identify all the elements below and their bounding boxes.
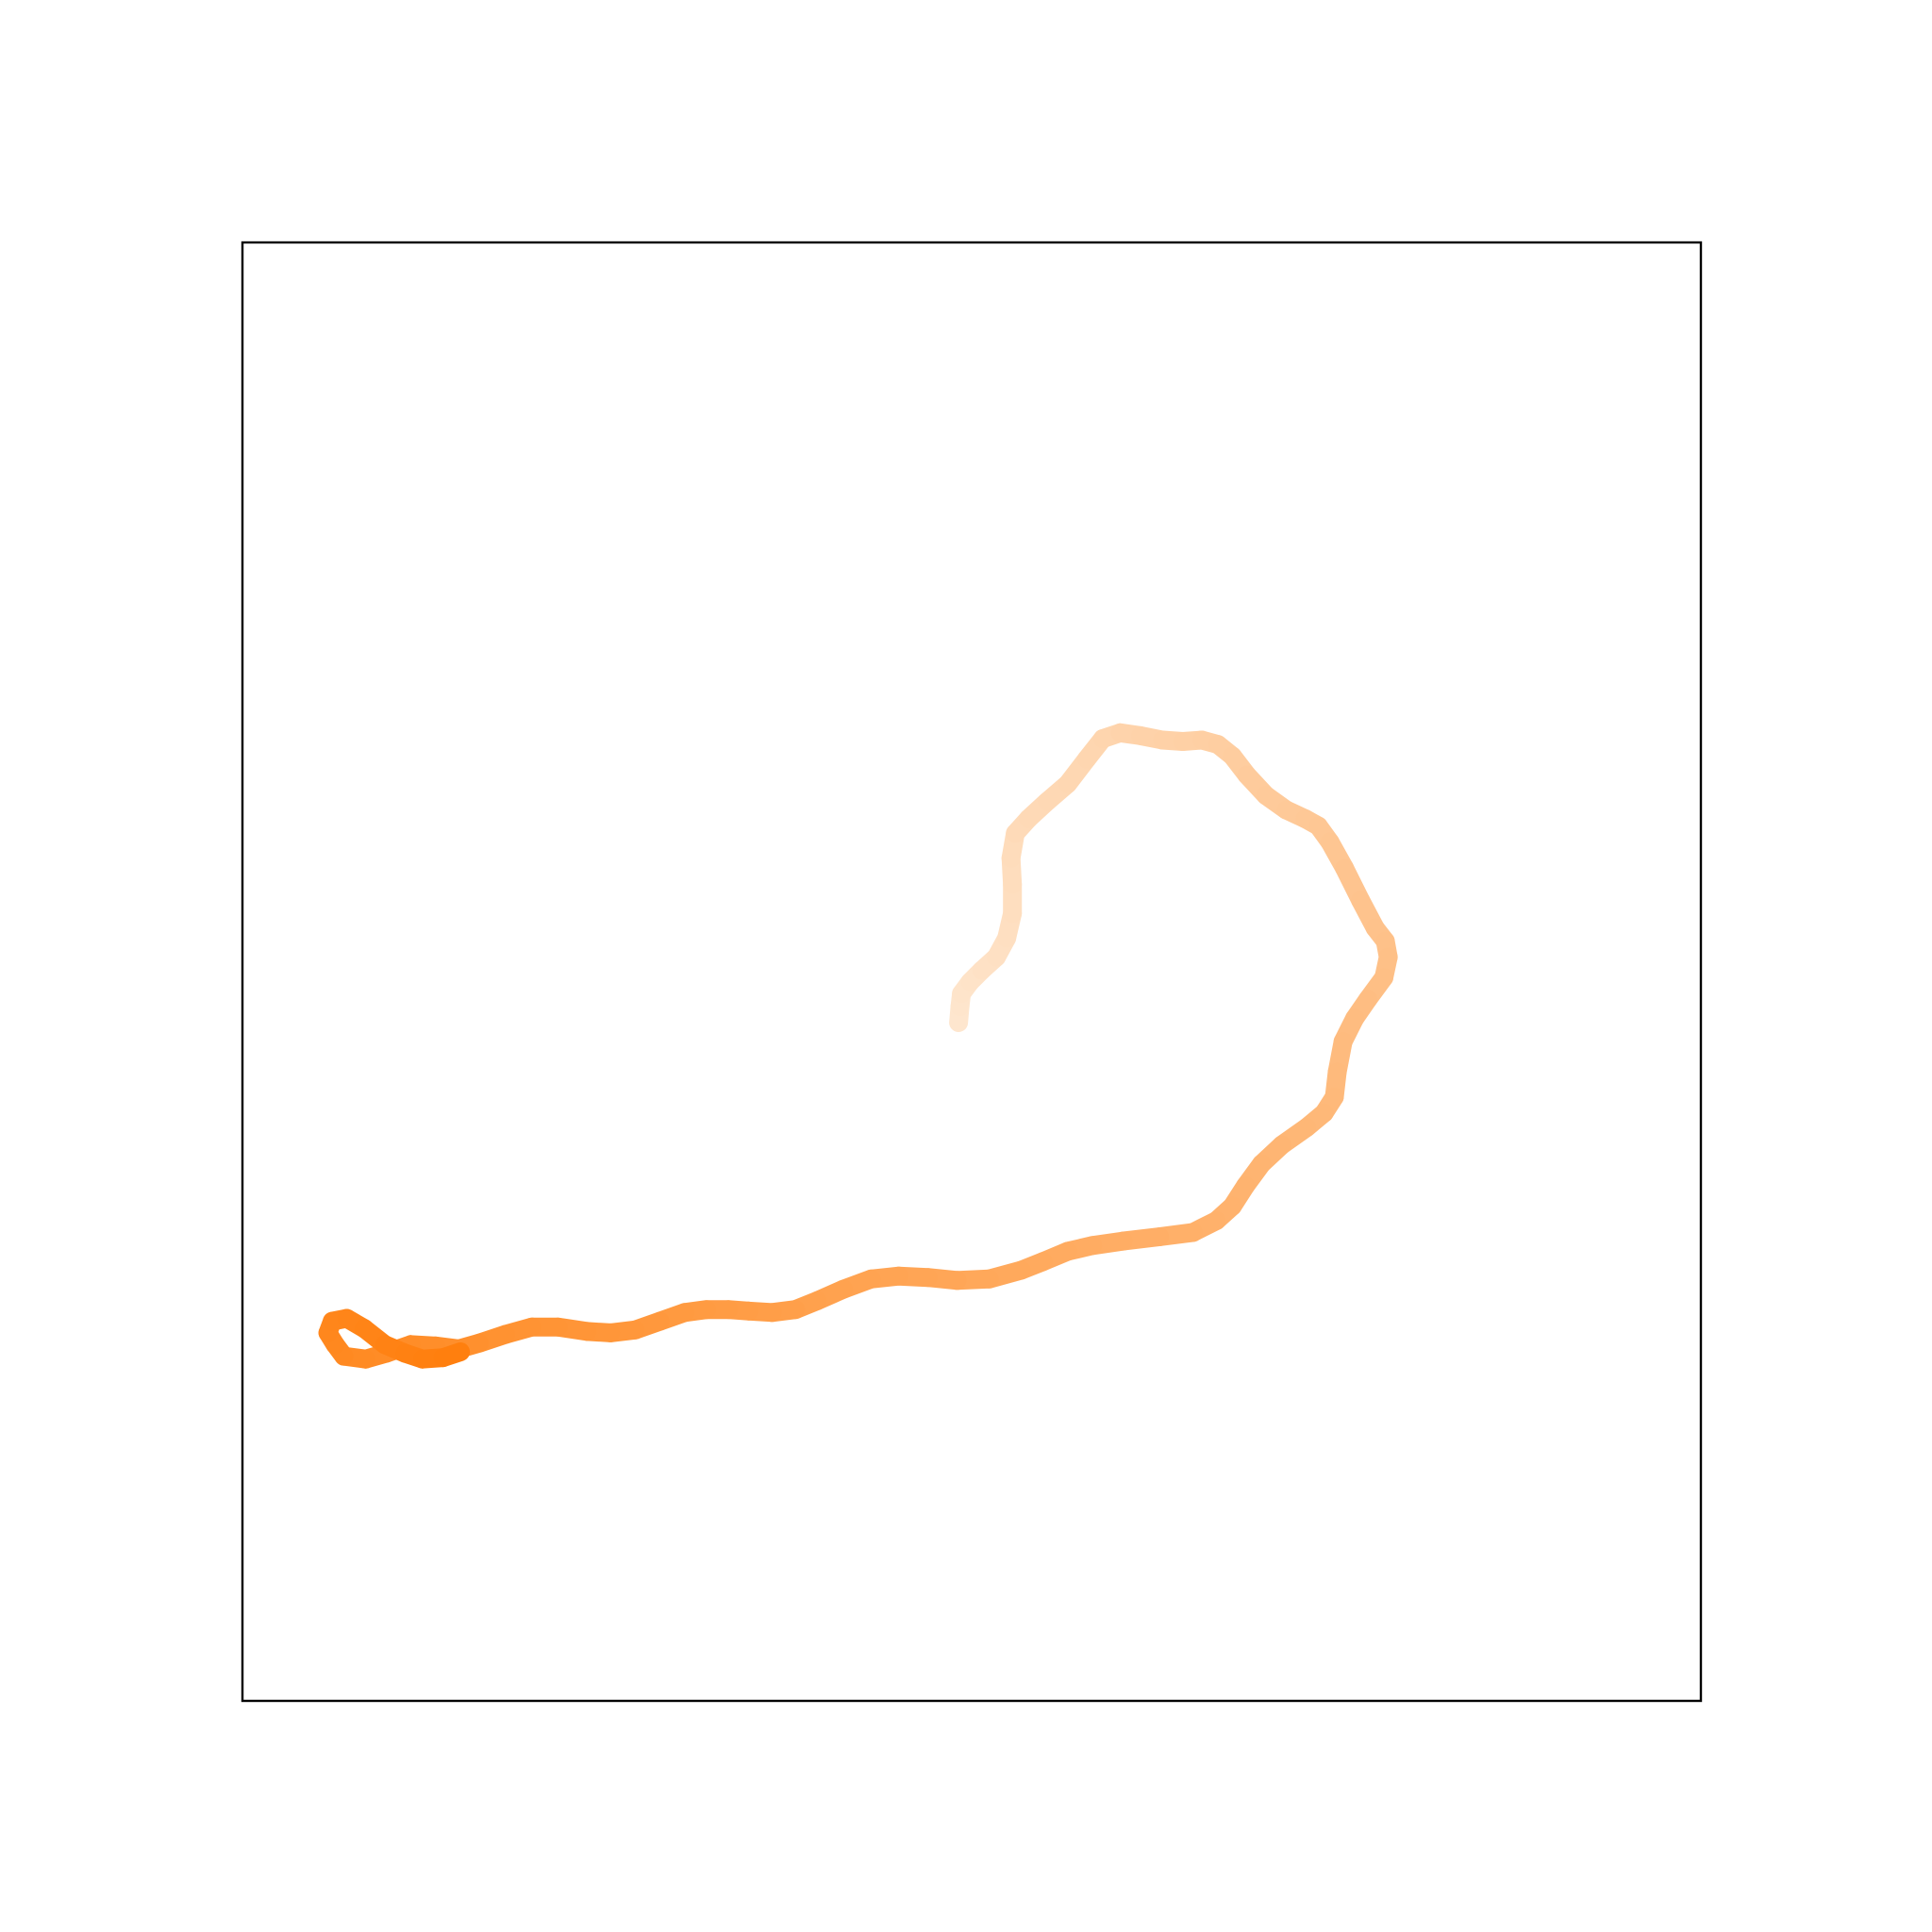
plot-area-frame xyxy=(241,241,1703,1703)
trajectory-path-group xyxy=(318,723,1398,1369)
trajectory-segment xyxy=(433,1342,471,1368)
